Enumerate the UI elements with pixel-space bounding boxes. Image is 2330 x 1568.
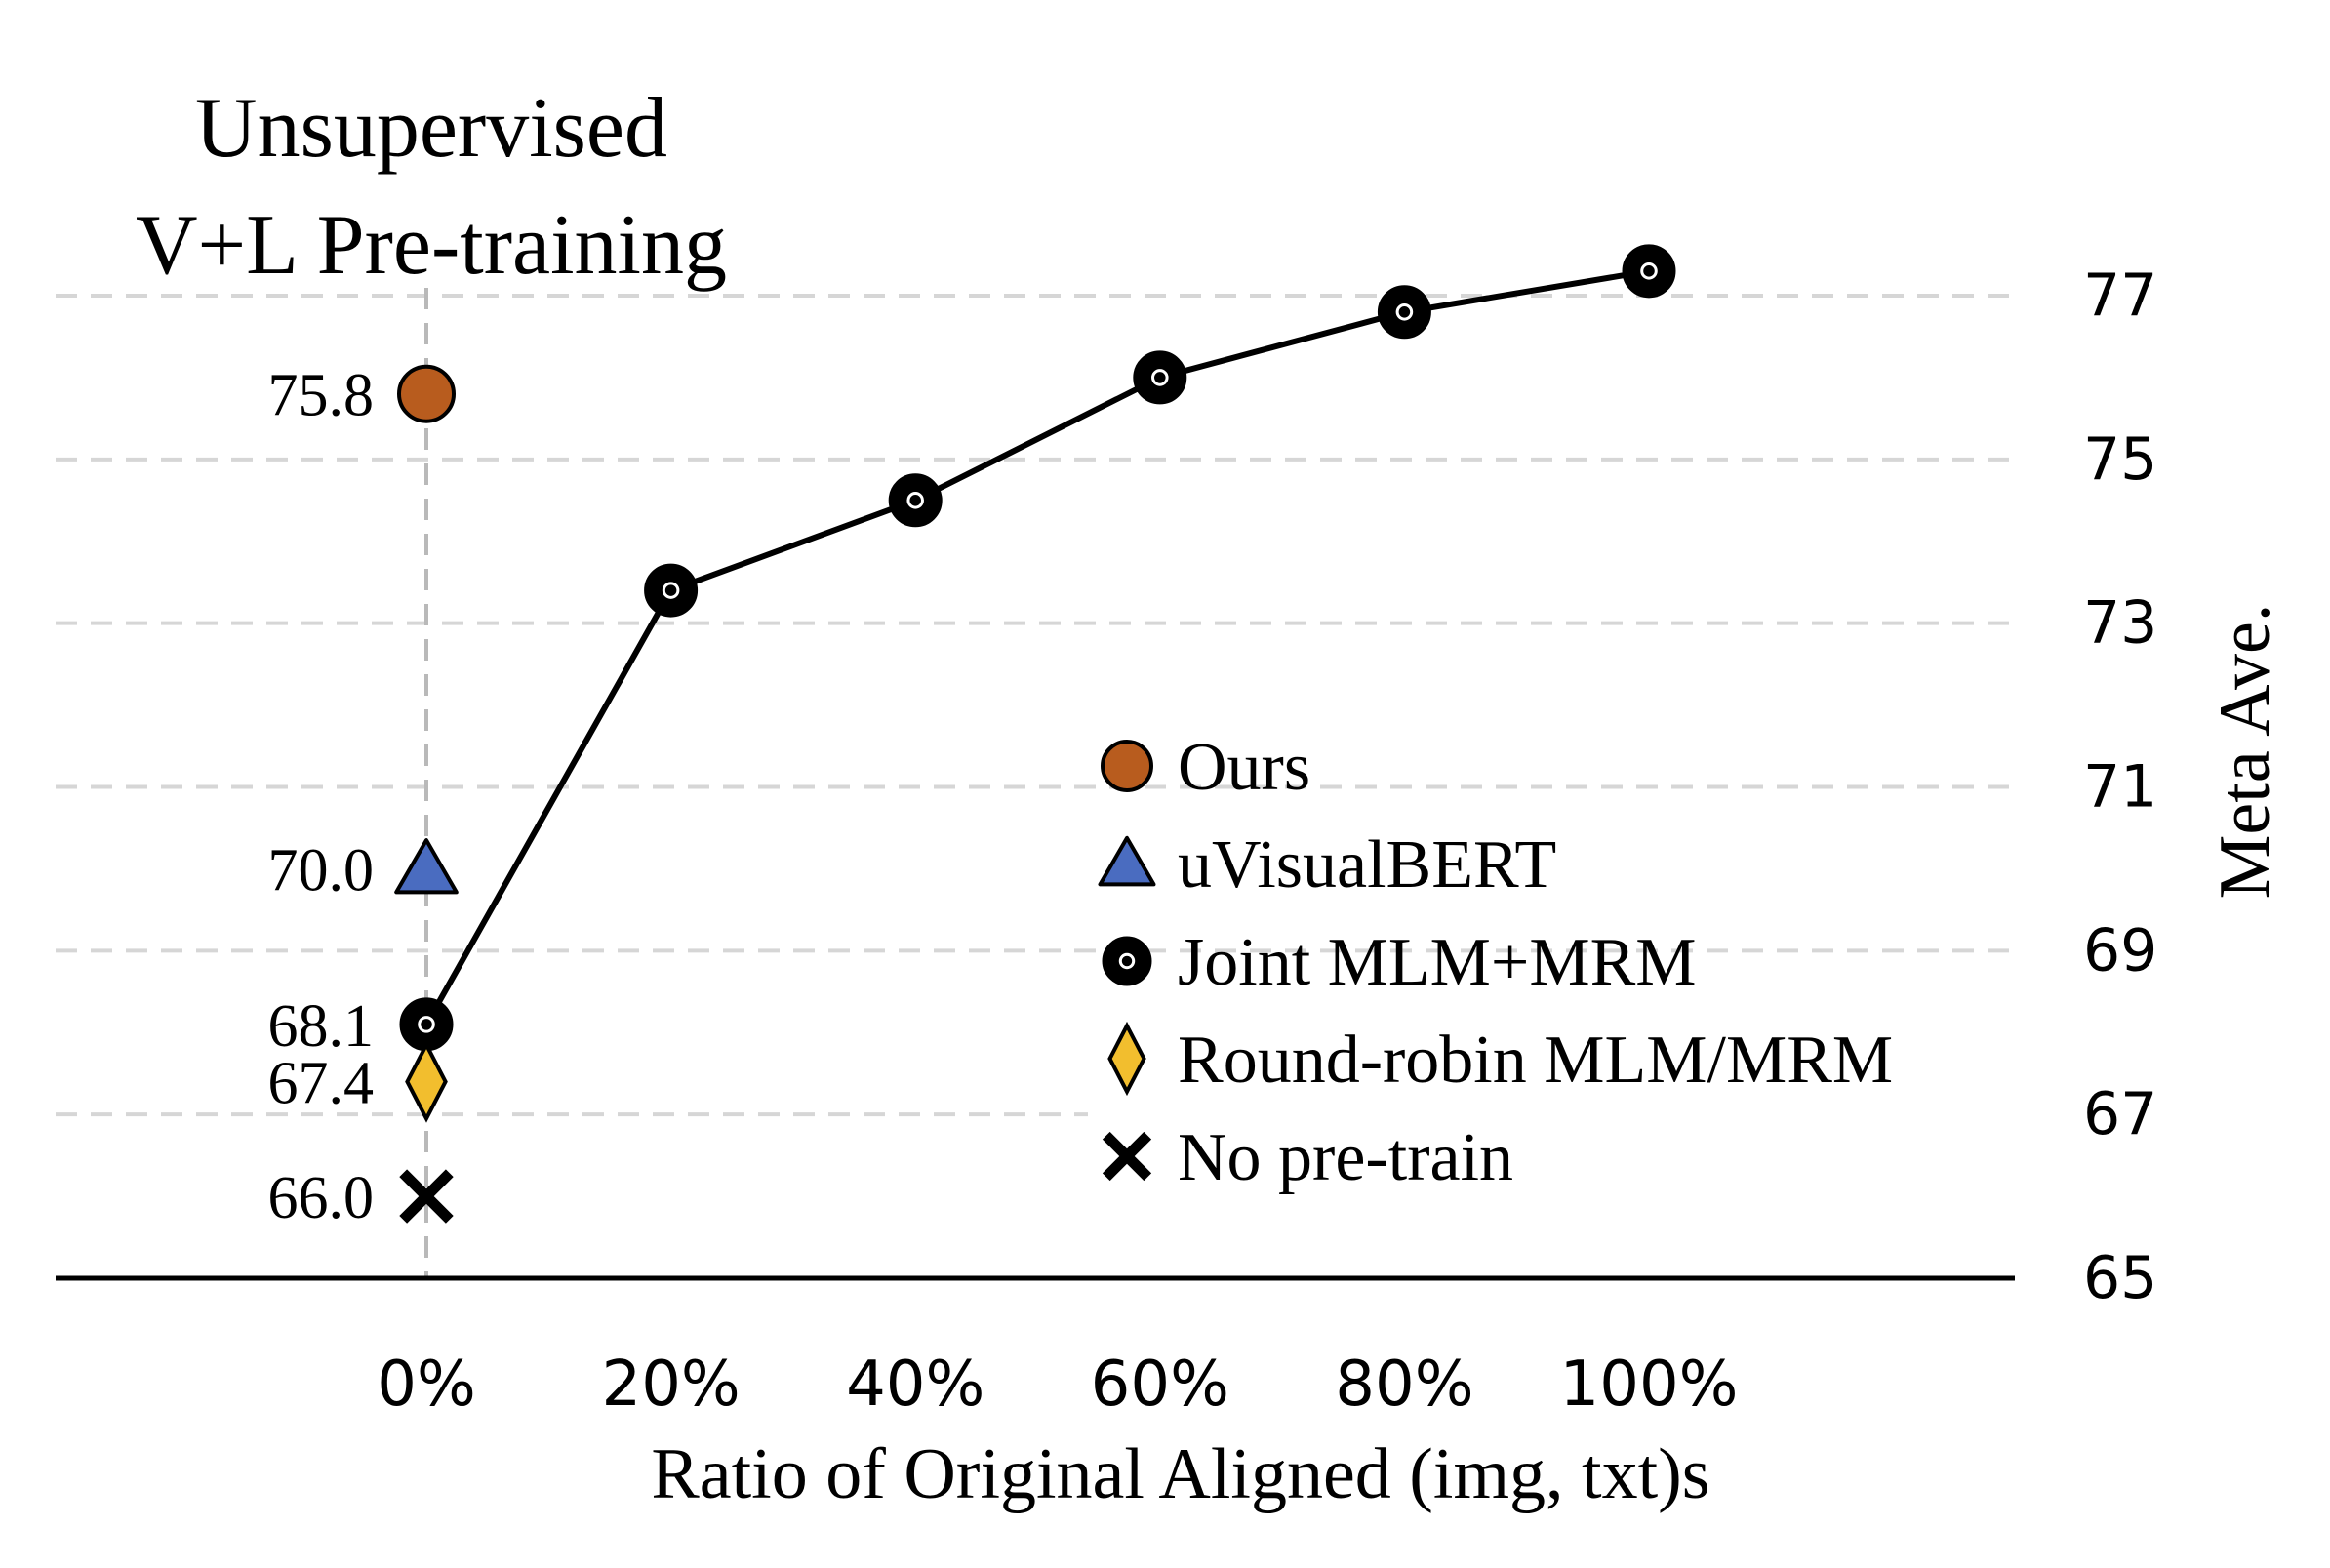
legend-marker [1101, 740, 1153, 792]
legend-marker-stroke [1102, 1131, 1152, 1182]
series-ours [397, 364, 456, 423]
x-tick-label: 20% [601, 1348, 740, 1421]
y-axis-title: Meta Ave. [2205, 604, 2285, 900]
series-no-pre-train [399, 1169, 454, 1224]
grid-lines [56, 288, 2015, 1278]
chart-text: Ratio of Original Aligned (img, txt)s Met… [136, 81, 2285, 1514]
legend-label: uVisualBERT [1178, 827, 1556, 903]
series-joint-mlm-mrm [399, 244, 1676, 1052]
y-tick-label: 71 [2083, 753, 2157, 822]
data-point-center [1151, 369, 1169, 386]
data-point-center [1395, 303, 1414, 321]
x-tick-label: 60% [1091, 1348, 1229, 1421]
data-point [397, 364, 456, 423]
y-tick-label: 77 [2083, 261, 2157, 330]
legend-entry: uVisualBERT [1098, 827, 1556, 903]
y-tick-label: 67 [2083, 1080, 2157, 1148]
legend-marker [1102, 936, 1152, 986]
series-line [423, 267, 1650, 1026]
axes: 65 67 69 71 73 75 77 0% 20% 40% 60% 80% 100% [56, 261, 2157, 1421]
x-tick-label: 80% [1335, 1348, 1473, 1421]
series-uvisualbert [394, 838, 459, 895]
legend-label: Round-robin MLM/MRM [1178, 1023, 1893, 1098]
series-round-robin-mlm-mrm [405, 1040, 448, 1123]
data-label: 67.4 [268, 1051, 375, 1117]
x-axis-title: Ratio of Original Aligned (img, txt)s [651, 1434, 1709, 1514]
data-point [1377, 285, 1431, 340]
data-point [888, 473, 943, 528]
data-point [405, 1040, 448, 1123]
data-point-stroke [399, 1169, 454, 1224]
legend-marker [1098, 835, 1156, 887]
legend-label: Ours [1178, 730, 1310, 805]
data-point [394, 838, 459, 895]
legend-marker [1107, 1021, 1146, 1097]
x-tick-label: 40% [846, 1348, 984, 1421]
legend-entry: No pre-train [1102, 1120, 1513, 1195]
chart-title-line: Unsupervised [195, 81, 667, 176]
x-tick-label: 100% [1560, 1348, 1739, 1421]
legend: Ours uVisualBERT Joint MLM+MRM Round-robin … [1098, 730, 1893, 1195]
x-tick-label: 0% [377, 1348, 476, 1421]
data-label: 75.8 [268, 363, 375, 429]
y-tick-label: 73 [2083, 589, 2157, 658]
data-point-center [662, 582, 680, 599]
data-point [1133, 350, 1187, 405]
data-label: 70.0 [268, 837, 375, 904]
legend-marker-center [1118, 952, 1136, 970]
y-tick-label: 65 [2083, 1244, 2157, 1312]
series [394, 244, 1676, 1224]
legend-label: No pre-train [1178, 1120, 1513, 1195]
chart-title-line: V+L Pre-training [136, 198, 727, 293]
data-point [1622, 244, 1676, 299]
legend-entry: Joint MLM+MRM [1102, 925, 1697, 1000]
data-label: 68.1 [268, 993, 375, 1060]
data-point-center [418, 1016, 435, 1033]
data-point [644, 563, 699, 618]
y-tick-label: 69 [2083, 916, 2157, 985]
data-point-center [1640, 262, 1658, 280]
data-labels: 75.8 70.0 68.167.4 66.0 [268, 363, 375, 1231]
legend-entry: Ours [1101, 730, 1310, 805]
y-tick-label: 75 [2083, 425, 2157, 494]
legend-label: Joint MLM+MRM [1178, 925, 1697, 1000]
data-label: 66.0 [268, 1165, 375, 1231]
data-point-center [906, 492, 924, 509]
legend-entry: Round-robin MLM/MRM [1107, 1021, 1893, 1098]
